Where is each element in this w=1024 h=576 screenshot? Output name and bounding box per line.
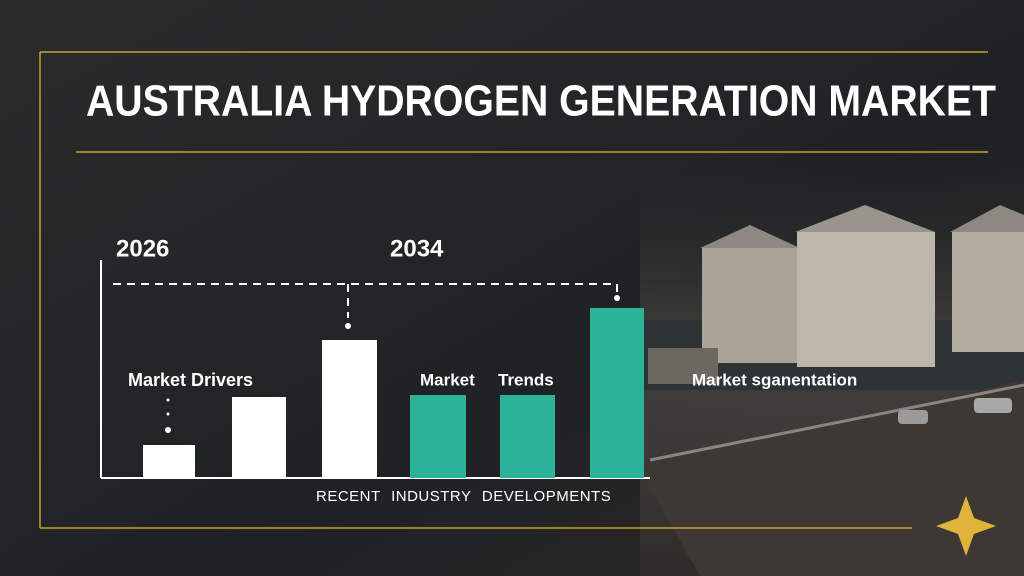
logo — [936, 496, 996, 556]
dot — [345, 323, 351, 329]
dot — [166, 398, 170, 402]
bar — [322, 340, 377, 478]
annotation: 2026 — [116, 235, 169, 262]
annotation: RECENT INDUSTRY DEVELOPMENTS — [316, 488, 611, 505]
bar — [500, 395, 555, 478]
annotation: Market — [420, 370, 475, 389]
annotation: Trends — [498, 370, 554, 389]
bar — [590, 308, 644, 478]
industrial-scene — [640, 170, 1024, 576]
dot — [614, 295, 620, 301]
dashed-guide — [113, 283, 618, 318]
bar — [143, 445, 195, 478]
dot — [165, 427, 171, 433]
annotation: 2034 — [390, 235, 444, 262]
title: AUSTRALIA HYDROGEN GENERATION MARKET — [86, 77, 996, 126]
frame — [39, 51, 988, 529]
dot — [166, 412, 170, 416]
bar — [410, 395, 466, 478]
annotation: Market Drivers — [128, 370, 253, 390]
annotation: Market sganentation — [692, 370, 857, 389]
bar — [232, 397, 286, 478]
